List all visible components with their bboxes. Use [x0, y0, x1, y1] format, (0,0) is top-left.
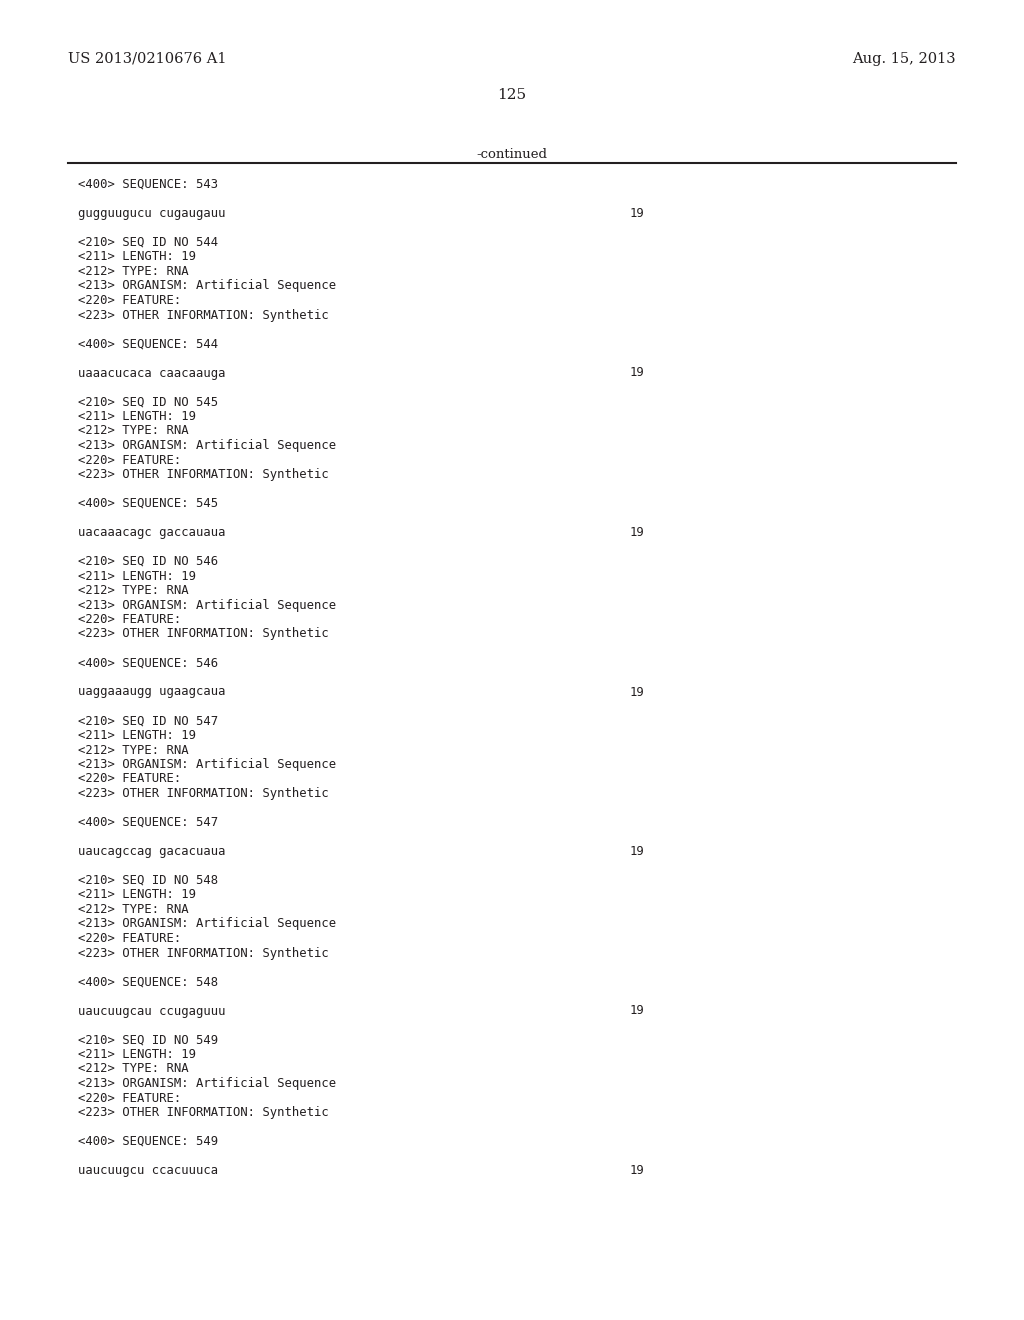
Text: <213> ORGANISM: Artificial Sequence: <213> ORGANISM: Artificial Sequence — [78, 1077, 336, 1090]
Text: Aug. 15, 2013: Aug. 15, 2013 — [852, 51, 956, 66]
Text: <223> OTHER INFORMATION: Synthetic: <223> OTHER INFORMATION: Synthetic — [78, 1106, 329, 1119]
Text: <211> LENGTH: 19: <211> LENGTH: 19 — [78, 729, 196, 742]
Text: <223> OTHER INFORMATION: Synthetic: <223> OTHER INFORMATION: Synthetic — [78, 469, 329, 480]
Text: <400> SEQUENCE: 547: <400> SEQUENCE: 547 — [78, 816, 218, 829]
Text: <400> SEQUENCE: 543: <400> SEQUENCE: 543 — [78, 178, 218, 191]
Text: 19: 19 — [630, 1164, 645, 1177]
Text: <211> LENGTH: 19: <211> LENGTH: 19 — [78, 569, 196, 582]
Text: <213> ORGANISM: Artificial Sequence: <213> ORGANISM: Artificial Sequence — [78, 917, 336, 931]
Text: <210> SEQ ID NO 546: <210> SEQ ID NO 546 — [78, 554, 218, 568]
Text: <211> LENGTH: 19: <211> LENGTH: 19 — [78, 411, 196, 422]
Text: 19: 19 — [630, 367, 645, 380]
Text: <212> TYPE: RNA: <212> TYPE: RNA — [78, 743, 188, 756]
Text: <400> SEQUENCE: 544: <400> SEQUENCE: 544 — [78, 338, 218, 351]
Text: <213> ORGANISM: Artificial Sequence: <213> ORGANISM: Artificial Sequence — [78, 598, 336, 611]
Text: 125: 125 — [498, 88, 526, 102]
Text: <220> FEATURE:: <220> FEATURE: — [78, 1092, 181, 1105]
Text: 19: 19 — [630, 1005, 645, 1018]
Text: <210> SEQ ID NO 548: <210> SEQ ID NO 548 — [78, 874, 218, 887]
Text: <210> SEQ ID NO 547: <210> SEQ ID NO 547 — [78, 714, 218, 727]
Text: <211> LENGTH: 19: <211> LENGTH: 19 — [78, 1048, 196, 1061]
Text: uacaaacagc gaccauaua: uacaaacagc gaccauaua — [78, 525, 225, 539]
Text: <223> OTHER INFORMATION: Synthetic: <223> OTHER INFORMATION: Synthetic — [78, 787, 329, 800]
Text: <211> LENGTH: 19: <211> LENGTH: 19 — [78, 251, 196, 264]
Text: <213> ORGANISM: Artificial Sequence: <213> ORGANISM: Artificial Sequence — [78, 280, 336, 293]
Text: uaggaaaugg ugaagcaua: uaggaaaugg ugaagcaua — [78, 685, 225, 698]
Text: <220> FEATURE:: <220> FEATURE: — [78, 454, 181, 466]
Text: uaucuugcu ccacuuuca: uaucuugcu ccacuuuca — [78, 1164, 218, 1177]
Text: <213> ORGANISM: Artificial Sequence: <213> ORGANISM: Artificial Sequence — [78, 440, 336, 451]
Text: <220> FEATURE:: <220> FEATURE: — [78, 294, 181, 308]
Text: <211> LENGTH: 19: <211> LENGTH: 19 — [78, 888, 196, 902]
Text: <212> TYPE: RNA: <212> TYPE: RNA — [78, 903, 188, 916]
Text: gugguugucu cugaugauu: gugguugucu cugaugauu — [78, 207, 225, 220]
Text: <212> TYPE: RNA: <212> TYPE: RNA — [78, 425, 188, 437]
Text: 19: 19 — [630, 845, 645, 858]
Text: <223> OTHER INFORMATION: Synthetic: <223> OTHER INFORMATION: Synthetic — [78, 946, 329, 960]
Text: 19: 19 — [630, 207, 645, 220]
Text: US 2013/0210676 A1: US 2013/0210676 A1 — [68, 51, 226, 66]
Text: <220> FEATURE:: <220> FEATURE: — [78, 772, 181, 785]
Text: <220> FEATURE:: <220> FEATURE: — [78, 932, 181, 945]
Text: uaaacucaca caacaauga: uaaacucaca caacaauga — [78, 367, 225, 380]
Text: <213> ORGANISM: Artificial Sequence: <213> ORGANISM: Artificial Sequence — [78, 758, 336, 771]
Text: <212> TYPE: RNA: <212> TYPE: RNA — [78, 583, 188, 597]
Text: <223> OTHER INFORMATION: Synthetic: <223> OTHER INFORMATION: Synthetic — [78, 309, 329, 322]
Text: 19: 19 — [630, 525, 645, 539]
Text: 19: 19 — [630, 685, 645, 698]
Text: <400> SEQUENCE: 545: <400> SEQUENCE: 545 — [78, 498, 218, 510]
Text: <223> OTHER INFORMATION: Synthetic: <223> OTHER INFORMATION: Synthetic — [78, 627, 329, 640]
Text: <400> SEQUENCE: 546: <400> SEQUENCE: 546 — [78, 656, 218, 669]
Text: <220> FEATURE:: <220> FEATURE: — [78, 612, 181, 626]
Text: <212> TYPE: RNA: <212> TYPE: RNA — [78, 1063, 188, 1076]
Text: uaucagccag gacacuaua: uaucagccag gacacuaua — [78, 845, 225, 858]
Text: -continued: -continued — [476, 148, 548, 161]
Text: <210> SEQ ID NO 545: <210> SEQ ID NO 545 — [78, 396, 218, 408]
Text: <210> SEQ ID NO 549: <210> SEQ ID NO 549 — [78, 1034, 218, 1047]
Text: <400> SEQUENCE: 549: <400> SEQUENCE: 549 — [78, 1135, 218, 1148]
Text: <400> SEQUENCE: 548: <400> SEQUENCE: 548 — [78, 975, 218, 989]
Text: uaucuugcau ccugaguuu: uaucuugcau ccugaguuu — [78, 1005, 225, 1018]
Text: <212> TYPE: RNA: <212> TYPE: RNA — [78, 265, 188, 279]
Text: <210> SEQ ID NO 544: <210> SEQ ID NO 544 — [78, 236, 218, 249]
